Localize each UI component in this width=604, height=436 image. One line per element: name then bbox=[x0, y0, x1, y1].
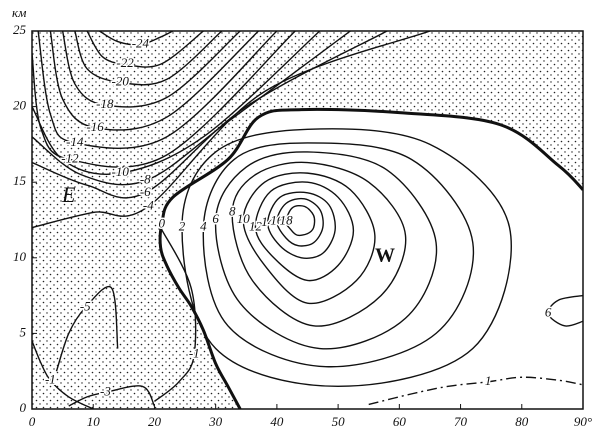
contour-line bbox=[254, 181, 355, 282]
contour-line bbox=[32, 340, 94, 409]
x-tick-label: 40 bbox=[270, 414, 284, 429]
contour-line bbox=[368, 376, 583, 406]
contour-line bbox=[68, 385, 156, 407]
contour-line bbox=[285, 204, 316, 237]
contour-label: 4 bbox=[200, 219, 207, 234]
y-tick-label: 15 bbox=[13, 173, 27, 188]
contour-label: 18 bbox=[280, 212, 294, 227]
y-tick-label: 25 bbox=[13, 22, 27, 37]
x-tick-label: 80 bbox=[515, 414, 529, 429]
contour-label: 6 bbox=[545, 305, 552, 320]
contour-label: 6 bbox=[212, 211, 219, 226]
contour-line bbox=[32, 31, 351, 186]
y-tick-label: 20 bbox=[13, 98, 27, 113]
contour-line bbox=[86, 31, 204, 68]
contour-label: -5 bbox=[80, 299, 91, 314]
y-unit-label: км bbox=[12, 5, 26, 20]
contour-line bbox=[32, 31, 431, 229]
contour-line bbox=[267, 191, 336, 259]
contour-line bbox=[214, 151, 438, 350]
contour-label: -18 bbox=[96, 96, 114, 111]
contour-label: 2 bbox=[179, 219, 186, 234]
x-tick-label: 90° bbox=[574, 414, 592, 429]
x-tick-label: 0 bbox=[29, 414, 36, 429]
x-tick-label: 10 bbox=[87, 414, 101, 429]
contour-line bbox=[202, 142, 475, 368]
contour-line bbox=[32, 31, 296, 168]
contour-label: -14 bbox=[66, 134, 84, 149]
contour-label: 0 bbox=[159, 216, 166, 231]
contour-label: -16 bbox=[86, 119, 104, 134]
contour-label: -10 bbox=[111, 164, 129, 179]
x-tick-label: 30 bbox=[208, 414, 223, 429]
contour-label: -24 bbox=[132, 36, 150, 51]
contour-label: -8 bbox=[140, 172, 151, 187]
contour-label: -12 bbox=[61, 151, 79, 166]
annotation: W bbox=[375, 245, 395, 267]
y-tick-label: 10 bbox=[13, 249, 27, 264]
contour-label: 8 bbox=[229, 203, 236, 218]
contour-line bbox=[231, 161, 407, 327]
contour-label: 10 bbox=[237, 211, 251, 226]
contour-label: 12 bbox=[249, 219, 263, 234]
y-tick-label: 0 bbox=[20, 400, 27, 415]
annotation: E bbox=[61, 182, 76, 207]
contour-line bbox=[98, 31, 174, 46]
contour-line bbox=[49, 31, 260, 131]
plot-frame bbox=[31, 30, 584, 410]
contour-line bbox=[276, 197, 324, 247]
contour-label: 16 bbox=[270, 212, 284, 227]
contour-label: -6 bbox=[140, 184, 151, 199]
contour-line bbox=[32, 31, 321, 175]
contour-label: -1 bbox=[45, 371, 56, 386]
contour-line bbox=[74, 31, 223, 86]
contour-label: -1 bbox=[189, 346, 200, 361]
y-tick-label: 5 bbox=[20, 324, 27, 339]
contour-label: -3 bbox=[100, 383, 111, 398]
contour-label: -20 bbox=[111, 73, 129, 88]
x-tick-label: 50 bbox=[332, 414, 346, 429]
contour-line bbox=[61, 31, 241, 108]
x-tick-label: 70 bbox=[454, 414, 468, 429]
contour-label: 1 bbox=[485, 373, 492, 388]
contour-line bbox=[181, 128, 512, 388]
x-tick-label: 20 bbox=[148, 414, 162, 429]
contour-label: 14 bbox=[261, 214, 275, 229]
contour-line bbox=[547, 294, 583, 327]
contour-label: -22 bbox=[116, 55, 134, 70]
contour-line bbox=[37, 31, 278, 149]
contour-line bbox=[55, 285, 119, 372]
contour-label: -4 bbox=[143, 197, 154, 212]
contour-line bbox=[154, 227, 197, 402]
positive-region bbox=[160, 109, 583, 409]
contour-line bbox=[242, 172, 376, 305]
x-tick-label: 60 bbox=[393, 414, 407, 429]
